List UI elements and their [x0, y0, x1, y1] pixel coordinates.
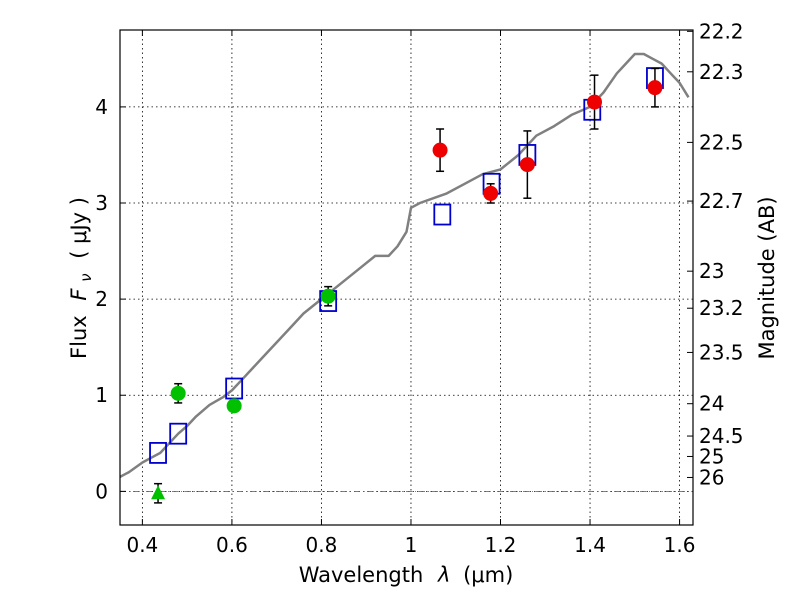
- y-axis-title: Flux F ν ( μJy ): [67, 197, 96, 359]
- right-tick-label: 22.7: [699, 189, 744, 213]
- bandpass-square: [433, 203, 452, 226]
- x-tick-label: 0.4: [126, 533, 158, 557]
- upper-limit-triangle: [151, 485, 166, 500]
- y-tick-label: 4: [95, 95, 108, 119]
- model-spectrum-line: [119, 52, 690, 479]
- nir-detections-point: [432, 142, 448, 158]
- plot-frame: [119, 29, 694, 526]
- right-tick-label: 22.3: [699, 60, 744, 84]
- optical-detections-point: [320, 288, 336, 304]
- x-axis-title: Wavelength λ (μm): [299, 563, 514, 587]
- y-tick-label: 2: [95, 287, 108, 311]
- right-tick-label: 22.2: [699, 19, 744, 43]
- photometry-points: [151, 67, 663, 504]
- optical-detections-point: [226, 398, 242, 414]
- x-tick-label: 1.6: [664, 533, 696, 557]
- right-tick-label: 26: [699, 465, 724, 489]
- tick-labels: 0.4 0.6 0.8 1 1.2 1.4 1.60123422.222.322.522.7…: [95, 19, 743, 557]
- nir-detections-point: [519, 157, 535, 173]
- x-tick-label: 1: [405, 533, 418, 557]
- bandpass-square: [169, 422, 188, 445]
- axis-ticks: [120, 30, 693, 525]
- right-tick-label: 22.5: [699, 130, 744, 154]
- right-tick-label: 23.2: [699, 296, 744, 320]
- right-axis-title: Magnitude (AB): [755, 196, 779, 359]
- optical-detections-point: [170, 385, 186, 401]
- x-tick-label: 1.4: [574, 533, 606, 557]
- nir-detections-point: [587, 94, 603, 110]
- right-tick-label: 24: [699, 392, 724, 416]
- grid: [120, 30, 693, 525]
- x-tick-label: 0.8: [306, 533, 338, 557]
- right-tick-label: 23: [699, 259, 724, 283]
- model-spectrum-layer: [119, 52, 690, 479]
- bandpass-square: [149, 442, 167, 464]
- nir-detections-point: [483, 185, 499, 201]
- y-tick-label: 3: [95, 191, 108, 215]
- x-tick-label: 0.6: [216, 533, 248, 557]
- right-tick-label: 23.5: [699, 340, 744, 364]
- right-tick-label: 25: [699, 444, 724, 468]
- x-tick-label: 1.2: [485, 533, 517, 557]
- y-tick-label: 0: [95, 479, 108, 503]
- right-tick-label: 24.5: [699, 424, 744, 448]
- y-tick-label: 1: [95, 383, 108, 407]
- nir-detections-point: [647, 80, 663, 96]
